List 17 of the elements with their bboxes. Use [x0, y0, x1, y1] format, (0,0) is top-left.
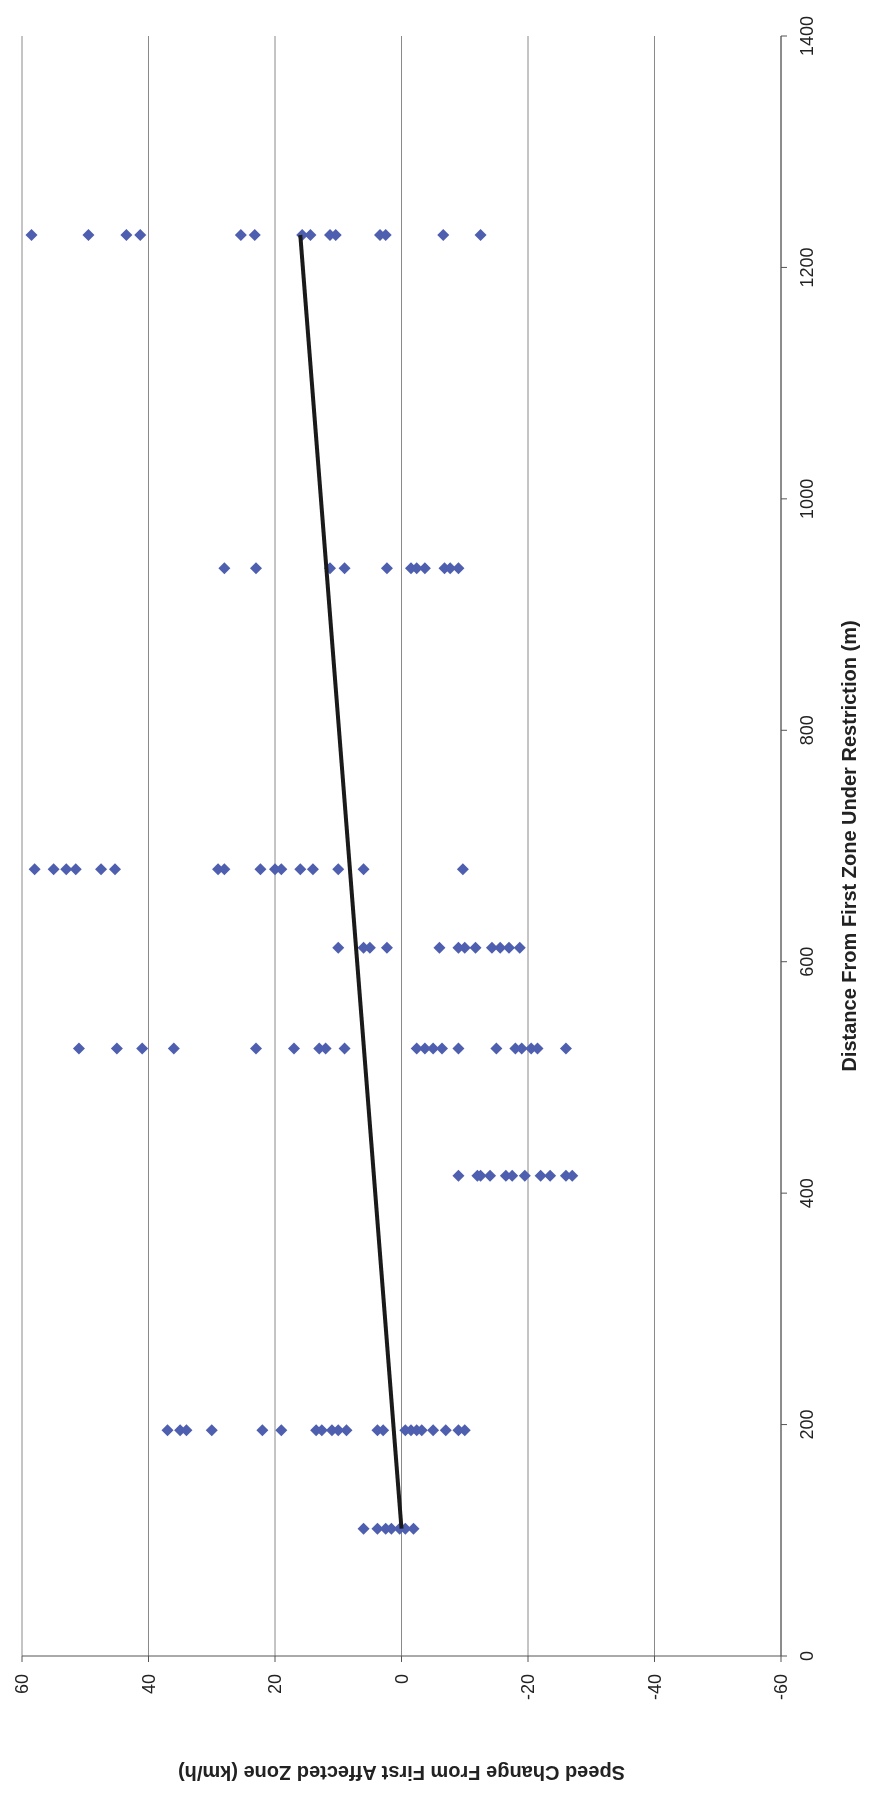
- y-tick-label: 1400: [797, 15, 817, 57]
- x-tick-label: -40: [644, 1674, 665, 1701]
- x-axis-title: Speed Change From First Affected Zone (km/h): [177, 1762, 626, 1784]
- y-tick-label: 1200: [797, 247, 817, 288]
- y-tick-label: 400: [797, 1178, 817, 1209]
- x-tick-label: -20: [518, 1674, 538, 1701]
- y-tick-label: 1000: [797, 478, 817, 519]
- y-axis-title: Distance From First Zone Under Restriction (m): [838, 620, 861, 1072]
- y-tick-label: 800: [797, 715, 817, 746]
- x-tick-label: 40: [138, 1674, 159, 1695]
- x-tick-label: 60: [12, 1674, 32, 1695]
- x-tick-label: -60: [771, 1674, 791, 1701]
- x-tick-label: 20: [265, 1674, 285, 1695]
- x-tick-label: 0: [391, 1674, 412, 1685]
- y-tick-label: 200: [797, 1409, 817, 1440]
- y-tick-label: 600: [797, 946, 817, 977]
- y-tick-label: 0: [797, 1650, 817, 1662]
